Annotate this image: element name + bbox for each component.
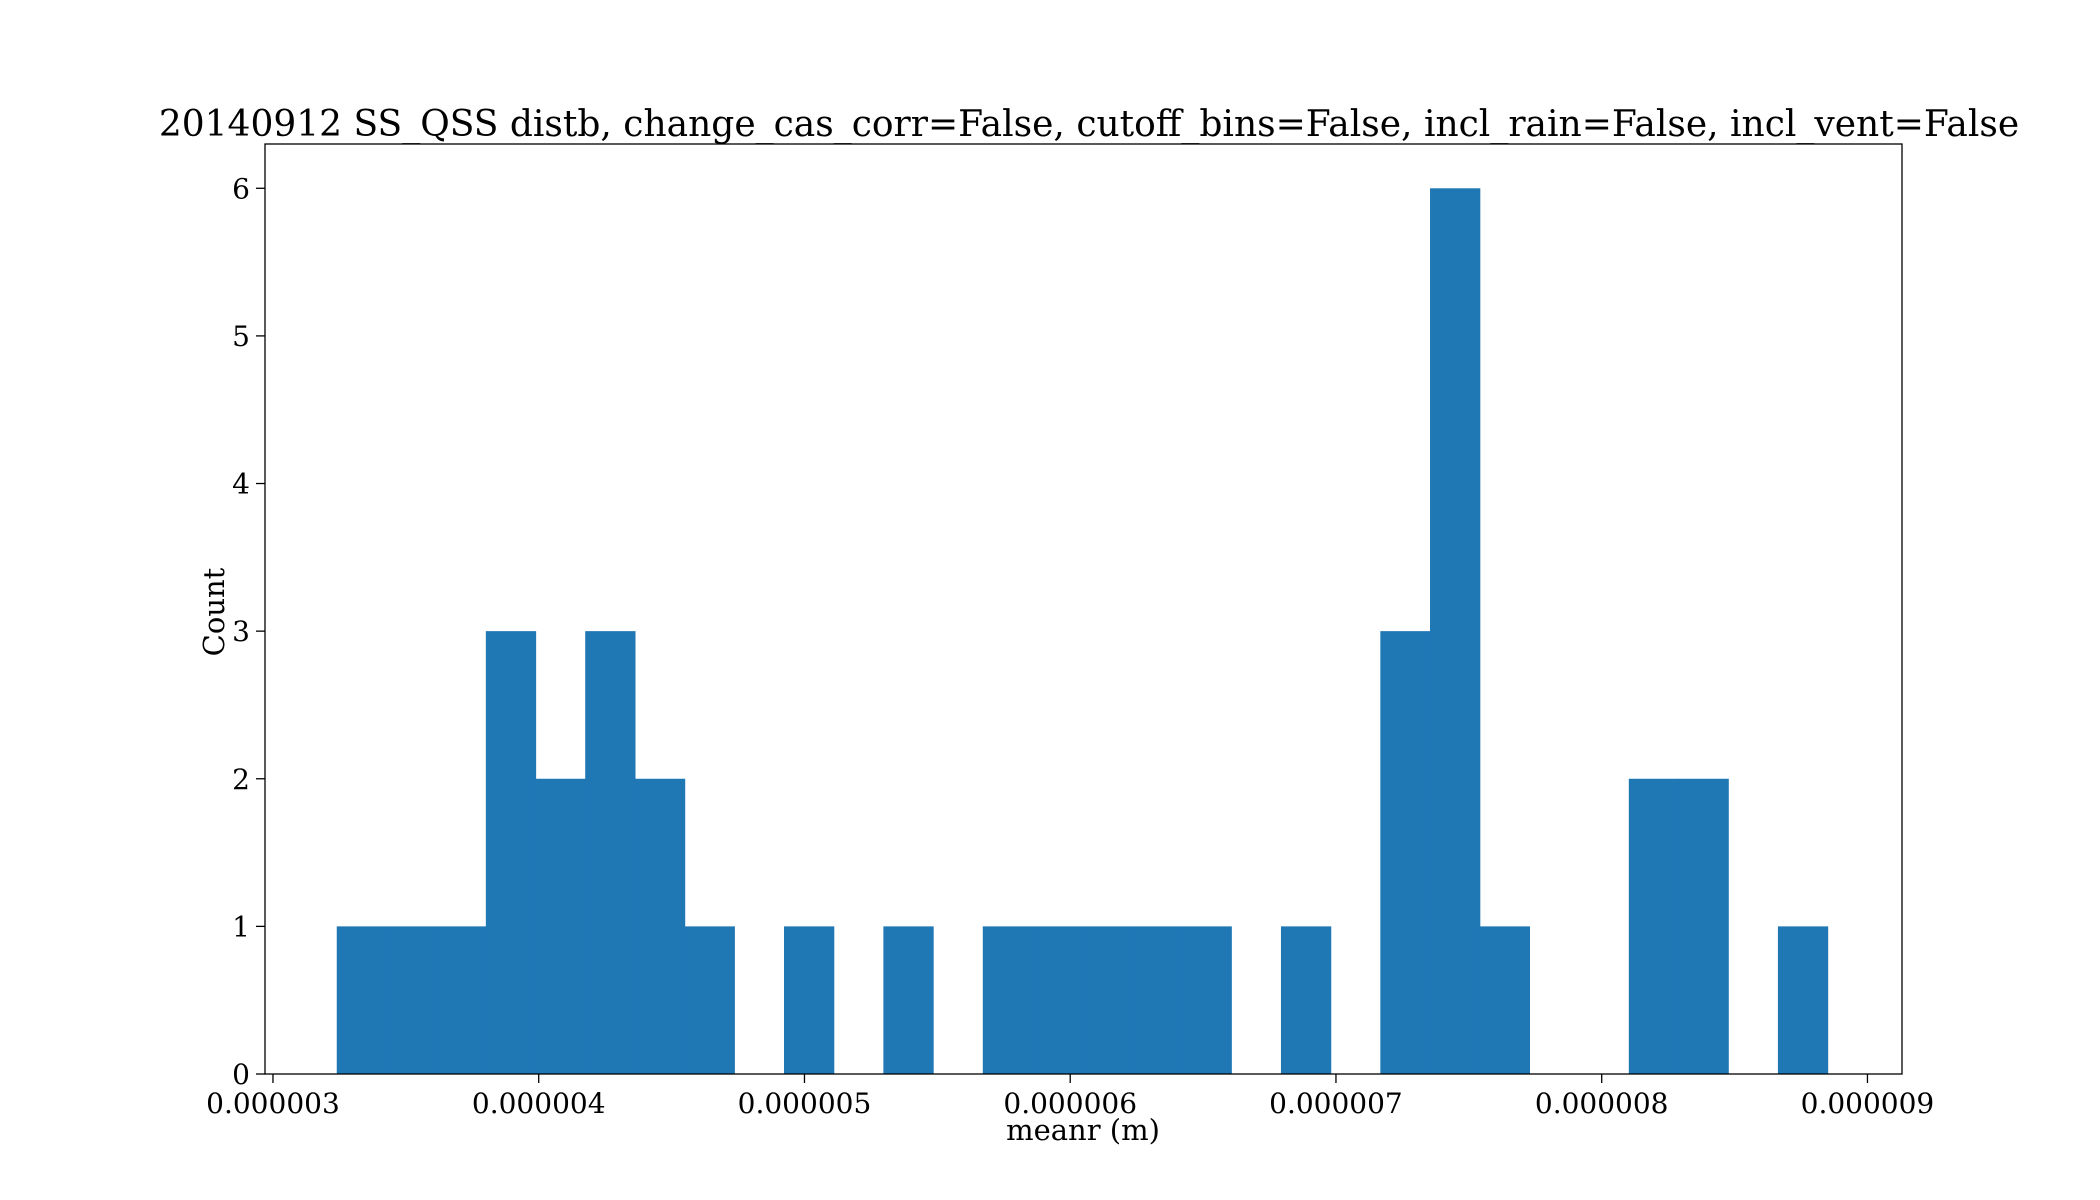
histogram-bar <box>1280 926 1332 1074</box>
y-tick-label: 3 <box>232 615 250 648</box>
y-tick-label: 1 <box>232 910 250 943</box>
histogram-bar <box>1380 631 1431 1074</box>
y-tick-label: 2 <box>232 763 250 796</box>
histogram-bar <box>1628 778 1680 1074</box>
y-tick-label: 6 <box>232 172 250 205</box>
x-tick-label: 0.000003 <box>206 1087 340 1120</box>
histogram-bar <box>1678 778 1729 1074</box>
histogram-bar <box>634 778 686 1074</box>
histogram-bar <box>535 778 586 1074</box>
x-axis-ticks: 0.000003 0.000004 0.000005 0.000006 0.000007… <box>206 1074 1934 1120</box>
histogram-bar <box>1032 926 1083 1074</box>
histogram-bar <box>982 926 1034 1074</box>
histogram-bar <box>1430 188 1481 1075</box>
x-axis-label: meanr (m) <box>1006 1113 1160 1147</box>
y-axis-label: Count <box>197 567 231 656</box>
x-tick-label: 0.000006 <box>1003 1087 1137 1120</box>
y-axis-ticks: 0 1 2 3 4 5 6 <box>232 172 265 1091</box>
histogram-bar <box>684 926 735 1074</box>
histogram-bar <box>883 926 934 1074</box>
histogram-bar <box>485 631 537 1074</box>
histogram-bar <box>336 926 388 1074</box>
histogram-bar <box>436 926 487 1074</box>
x-tick-label: 0.000009 <box>1801 1087 1935 1120</box>
y-tick-label: 0 <box>232 1058 250 1091</box>
histogram-bar <box>386 926 437 1074</box>
histogram-bar <box>585 631 636 1074</box>
histogram-bar <box>1181 926 1232 1074</box>
x-tick-label: 0.000004 <box>472 1087 606 1120</box>
histogram-bar <box>784 926 835 1074</box>
histogram-bar <box>1777 926 1829 1074</box>
histogram-bars <box>336 188 1829 1075</box>
histogram-bar <box>1479 926 1531 1074</box>
chart-title: 20140912 SS_QSS distb, change_cas_corr=F… <box>159 104 2019 145</box>
y-tick-label: 5 <box>232 320 250 353</box>
histogram-bar <box>1131 926 1183 1074</box>
histogram-bar <box>1082 926 1133 1074</box>
x-tick-label: 0.000005 <box>738 1087 872 1120</box>
y-tick-label: 4 <box>232 468 250 501</box>
x-tick-label: 0.000007 <box>1269 1087 1403 1120</box>
plot-frame <box>264 143 1903 1075</box>
x-tick-label: 0.000008 <box>1535 1087 1669 1120</box>
